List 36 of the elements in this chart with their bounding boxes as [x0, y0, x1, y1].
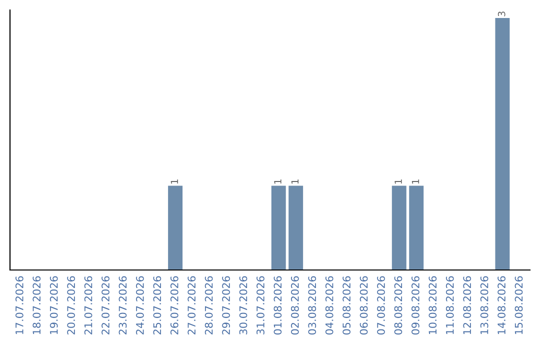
- x-tick-label: 27.07.2026: [188, 276, 196, 334]
- x-tick-label: 02.08.2026: [290, 276, 299, 335]
- data-label: 1: [291, 179, 299, 184]
- x-tick-label: 14.08.2026: [498, 276, 506, 334]
- x-tick-label: 05.08.2026: [342, 276, 351, 335]
- data-label: 3: [498, 12, 506, 16]
- data-label: 1: [170, 179, 178, 184]
- x-tick-label: 17.07.2026: [15, 276, 24, 334]
- data-label: 1: [274, 179, 282, 184]
- x-tick-label: 28.07.2026: [204, 276, 213, 334]
- x-tick-label: 29.07.2026: [222, 276, 230, 334]
- x-tick-label: 19.07.2026: [50, 276, 58, 334]
- data-label: 1: [412, 179, 420, 184]
- x-tick-label: 07.08.2026: [377, 276, 385, 335]
- x-tick-label: 24.07.2026: [136, 276, 144, 334]
- x-tick-label: 18.07.2026: [32, 276, 41, 334]
- x-tick-label: 21.07.2026: [84, 276, 92, 334]
- x-tick-label: 11.08.2026: [446, 276, 454, 334]
- x-tick-label: 03.08.2026: [308, 276, 316, 335]
- x-tick-label: 10.08.2026: [428, 276, 437, 334]
- x-tick-label: 25.07.2026: [153, 276, 162, 334]
- x-tick-label: 01.08.2026: [274, 276, 282, 335]
- x-tick-label: 23.07.2026: [118, 276, 127, 334]
- x-tick-label: 15.08.2026: [514, 276, 523, 334]
- x-tick-label: 30.07.2026: [239, 276, 248, 334]
- x-tick-label: 13.08.2026: [480, 276, 488, 334]
- data-label: 1: [394, 179, 402, 184]
- x-tick-label: 09.08.2026: [412, 276, 420, 335]
- x-tick-label: 12.08.2026: [463, 276, 472, 334]
- x-tick-label: 20.07.2026: [67, 276, 76, 334]
- x-tick-label: 08.08.2026: [394, 276, 402, 335]
- x-tick-label: 06.08.2026: [360, 276, 368, 335]
- x-tick-label: 31.07.2026: [256, 276, 264, 334]
- x-tick-label: 04.08.2026: [325, 276, 334, 335]
- x-tick-label: 22.07.2026: [102, 276, 110, 334]
- x-tick-label: 26.07.2026: [170, 276, 178, 334]
